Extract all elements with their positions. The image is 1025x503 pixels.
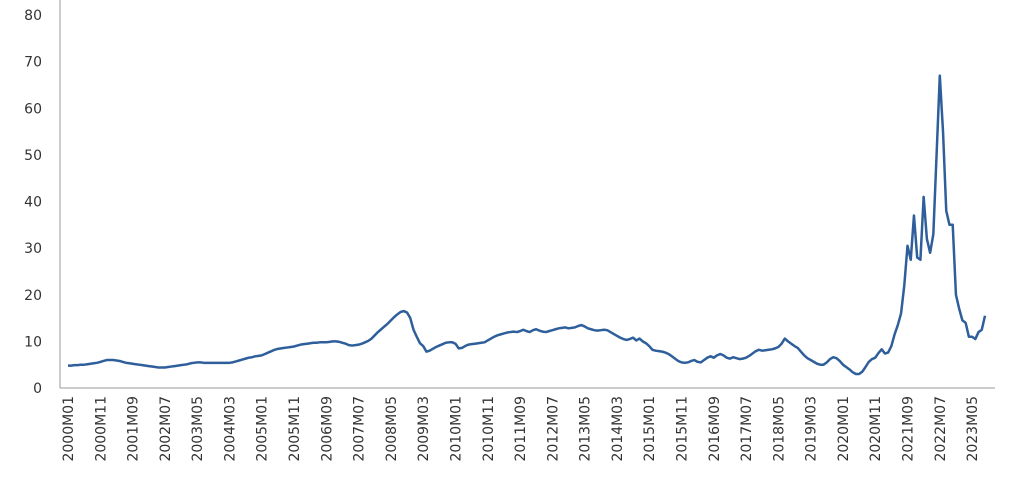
x-tick-label: 2010M11 [481,396,497,462]
x-tick-label: 2000M01 [61,396,77,462]
x-tick-label: 2007M07 [352,396,368,462]
y-tick-label: 70 [24,55,42,71]
y-tick-label: 60 [24,101,42,117]
x-tick-label: 2001M09 [126,396,142,462]
y-tick-label: 40 [24,195,42,211]
x-tick-label: 2020M11 [868,396,884,462]
x-tick-label: 2009M03 [416,396,432,462]
y-tick-label: 80 [24,8,42,24]
x-tick-label: 2003M05 [190,396,206,462]
y-tick-label: 0 [33,381,42,397]
x-tick-label: 2016M09 [707,396,723,462]
x-tick-label: 2013M05 [578,396,594,462]
x-tick-label: 2019M03 [804,396,820,462]
x-tick-label: 2004M03 [222,396,238,462]
x-tick-label: 2021M09 [901,396,917,462]
x-tick-label: 2014M03 [610,396,626,462]
x-tick-label: 2012M07 [545,396,561,462]
x-tick-label: 2010M01 [448,396,464,462]
x-tick-label: 2008M05 [384,396,400,462]
y-tick-label: 10 [24,334,42,350]
x-tick-label: 2006M09 [319,396,335,462]
data-line [68,74,987,376]
y-tick-label: 50 [24,148,42,164]
x-tick-label: 2018M05 [771,396,787,462]
x-tick-label: 2005M11 [287,396,303,462]
x-tick-label: 2000M11 [93,396,109,462]
x-tick-label: 2022M07 [933,396,949,462]
y-tick-label: 30 [24,241,42,257]
x-tick-label: 2020M01 [836,396,852,462]
x-tick-label: 2011M09 [513,396,529,462]
x-tick-label: 2005M01 [255,396,271,462]
y-tick-label: 20 [24,288,42,304]
x-tick-label: 2015M11 [674,396,690,462]
x-tick-label: 2002M07 [158,396,174,462]
x-tick-label: 2017M07 [739,396,755,462]
x-tick-label: 2023M05 [965,396,981,462]
x-tick-label: 2015M01 [642,396,658,462]
